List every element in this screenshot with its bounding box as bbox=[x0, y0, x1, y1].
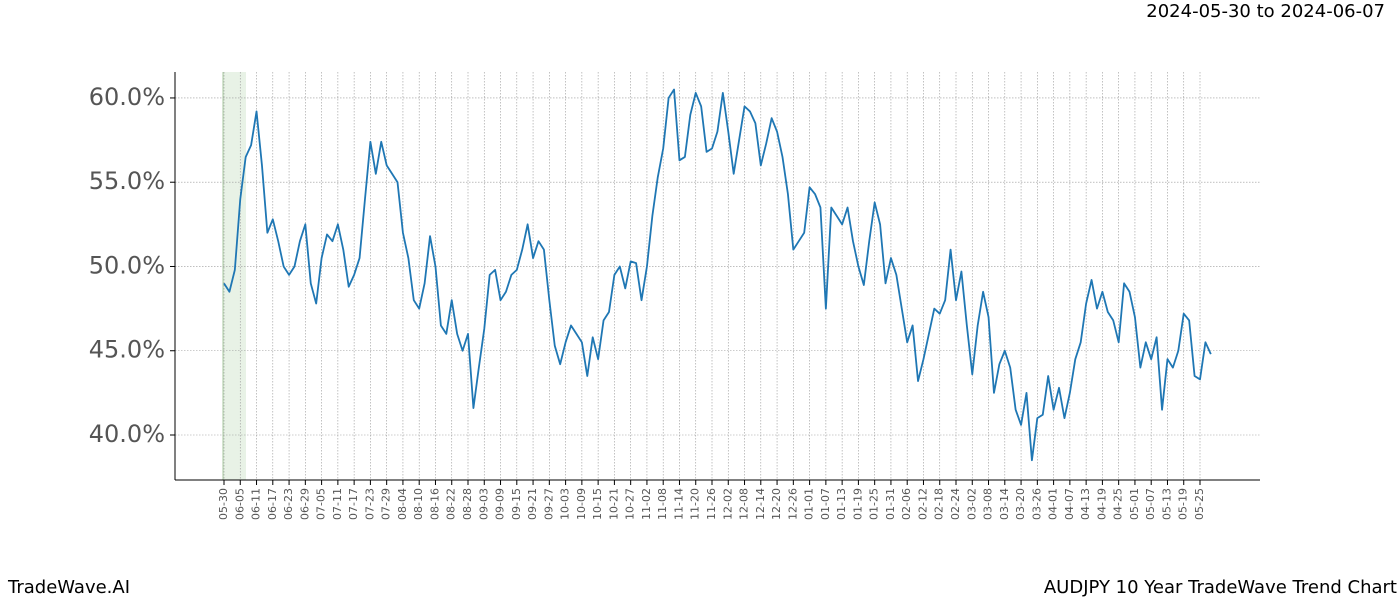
x-tick-label: 10-21 bbox=[607, 488, 620, 520]
x-tick-label: 07-11 bbox=[331, 488, 344, 520]
x-tick-label: 08-16 bbox=[428, 488, 441, 520]
x-tick-label: 05-25 bbox=[1193, 488, 1206, 520]
x-tick-label: 01-25 bbox=[868, 488, 881, 520]
x-tick-label: 10-09 bbox=[575, 488, 588, 520]
date-range: 2024-05-30 to 2024-06-07 bbox=[1146, 1, 1385, 22]
x-tick-label: 10-27 bbox=[624, 488, 637, 520]
x-tick-label: 01-13 bbox=[835, 488, 848, 520]
x-tick-label: 04-13 bbox=[1079, 488, 1092, 520]
x-tick-label: 06-23 bbox=[282, 488, 295, 520]
x-tick-label: 06-11 bbox=[250, 488, 263, 520]
x-tick-label: 02-24 bbox=[949, 488, 962, 520]
x-tick-label: 06-05 bbox=[233, 488, 246, 520]
x-tick-label: 09-03 bbox=[477, 488, 490, 520]
x-tick-label: 12-26 bbox=[786, 488, 799, 520]
highlight-span bbox=[223, 72, 246, 480]
data-line bbox=[223, 88, 1212, 462]
x-tick-label: 01-01 bbox=[803, 488, 816, 520]
brand: TradeWave.AI bbox=[7, 577, 130, 598]
x-tick-label: 04-19 bbox=[1095, 488, 1108, 520]
x-tick-label: 11-02 bbox=[640, 488, 653, 520]
x-tick-label: 01-31 bbox=[884, 488, 897, 520]
x-tick-label: 03-02 bbox=[965, 488, 978, 520]
x-tick-label: 09-21 bbox=[526, 488, 539, 520]
x-tick-label: 08-04 bbox=[396, 488, 409, 520]
x-tick-label: 03-20 bbox=[1014, 488, 1027, 520]
x-tick-label: 12-20 bbox=[770, 488, 783, 520]
plot bbox=[223, 88, 1212, 462]
x-tick-label: 03-08 bbox=[982, 488, 995, 520]
x-tick-label: 08-28 bbox=[461, 488, 474, 520]
y-tick-label: 45.0% bbox=[89, 336, 165, 364]
x-tick-label: 02-12 bbox=[916, 488, 929, 520]
x-tick-label: 05-19 bbox=[1177, 488, 1190, 520]
y-tick-label: 40.0% bbox=[89, 420, 165, 448]
x-tick-label: 09-15 bbox=[510, 488, 523, 520]
x-tick-label: 10-03 bbox=[559, 488, 572, 520]
x-tick-label: 04-01 bbox=[1047, 488, 1060, 520]
y-tick-label: 50.0% bbox=[89, 251, 165, 279]
x-tick-label: 05-13 bbox=[1160, 488, 1173, 520]
x-tick-label: 04-07 bbox=[1063, 488, 1076, 520]
x-tick-label: 07-17 bbox=[347, 488, 360, 520]
x-tick-label: 08-22 bbox=[445, 488, 458, 520]
chart-title: AUDJPY 10 Year TradeWave Trend Chart bbox=[1044, 577, 1397, 598]
x-tick-label: 03-14 bbox=[998, 488, 1011, 520]
x-tick-label: 01-07 bbox=[819, 488, 832, 520]
x-tick-label: 05-30 bbox=[217, 488, 230, 520]
x-tick-label: 11-26 bbox=[705, 488, 718, 520]
x-tick-label: 01-19 bbox=[851, 488, 864, 520]
x-tick-label: 10-15 bbox=[591, 488, 604, 520]
grid bbox=[170, 72, 1260, 485]
x-tick-label: 05-01 bbox=[1128, 488, 1141, 520]
x-tick-label: 11-20 bbox=[689, 488, 702, 520]
x-tick-label: 06-29 bbox=[298, 488, 311, 520]
x-tick-label: 08-10 bbox=[412, 488, 425, 520]
x-tick-label: 12-08 bbox=[738, 488, 751, 520]
x-tick-label: 02-06 bbox=[900, 488, 913, 520]
x-tick-label: 09-27 bbox=[542, 488, 555, 520]
x-tick-label: 07-05 bbox=[315, 488, 328, 520]
x-tick-label: 07-29 bbox=[380, 488, 393, 520]
x-tick-label: 09-09 bbox=[494, 488, 507, 520]
x-tick-label: 03-26 bbox=[1030, 488, 1043, 520]
x-tick-label: 12-14 bbox=[754, 488, 767, 520]
x-tick-label: 11-14 bbox=[672, 488, 685, 520]
x-tick-label: 11-08 bbox=[656, 488, 669, 520]
x-tick-label: 06-17 bbox=[266, 488, 279, 520]
y-tick-label: 60.0% bbox=[89, 83, 165, 111]
x-tick-label: 12-02 bbox=[721, 488, 734, 520]
y-tick-label: 55.0% bbox=[89, 167, 165, 195]
x-tick-label: 02-18 bbox=[933, 488, 946, 520]
x-tick-label: 04-25 bbox=[1112, 488, 1125, 520]
x-tick-label: 07-23 bbox=[363, 488, 376, 520]
x-tick-label: 05-07 bbox=[1144, 488, 1157, 520]
